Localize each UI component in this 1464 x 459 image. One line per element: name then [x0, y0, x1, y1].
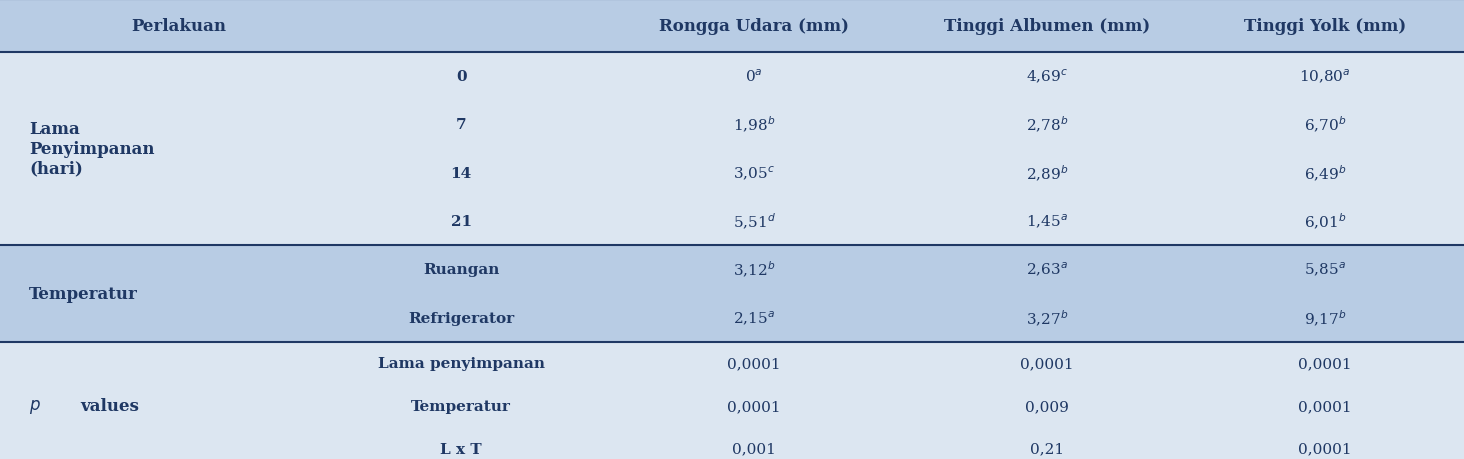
FancyBboxPatch shape	[0, 246, 1464, 294]
Text: 9,17$^{b}$: 9,17$^{b}$	[1304, 308, 1345, 328]
Text: Lama
Penyimpanan
(hari): Lama Penyimpanan (hari)	[29, 121, 155, 177]
Text: Temperatur: Temperatur	[411, 399, 511, 413]
FancyBboxPatch shape	[0, 101, 1464, 149]
Text: 6,49$^{b}$: 6,49$^{b}$	[1304, 163, 1345, 183]
Text: 0,0001: 0,0001	[1299, 442, 1351, 456]
FancyBboxPatch shape	[0, 427, 1464, 459]
Text: 0,0001: 0,0001	[1299, 356, 1351, 370]
Text: Temperatur: Temperatur	[29, 285, 138, 302]
Text: 6,01$^{b}$: 6,01$^{b}$	[1304, 212, 1345, 231]
Text: Ruangan: Ruangan	[423, 263, 499, 277]
FancyBboxPatch shape	[0, 342, 1464, 385]
Text: 2,89$^{b}$: 2,89$^{b}$	[1026, 163, 1067, 183]
Text: 7: 7	[455, 118, 467, 132]
Text: 5,51$^{d}$: 5,51$^{d}$	[732, 212, 776, 231]
Text: Tinggi Yolk (mm): Tinggi Yolk (mm)	[1244, 18, 1405, 35]
Text: 0,0001: 0,0001	[1299, 399, 1351, 413]
Text: 0,009: 0,009	[1025, 399, 1069, 413]
Text: 3,27$^{b}$: 3,27$^{b}$	[1026, 308, 1067, 328]
FancyBboxPatch shape	[0, 294, 1464, 342]
FancyBboxPatch shape	[0, 385, 1464, 427]
Text: 6,70$^{b}$: 6,70$^{b}$	[1304, 115, 1345, 135]
Text: 0,001: 0,001	[732, 442, 776, 456]
Text: 14: 14	[451, 166, 471, 180]
Text: Perlakuan: Perlakuan	[132, 18, 225, 35]
Text: 2,15$^{a}$: 2,15$^{a}$	[733, 309, 774, 327]
Text: 21: 21	[451, 214, 471, 229]
Text: 0,21: 0,21	[1029, 442, 1064, 456]
FancyBboxPatch shape	[0, 197, 1464, 246]
Text: L x T: L x T	[441, 442, 482, 456]
Text: 0,0001: 0,0001	[728, 356, 780, 370]
FancyBboxPatch shape	[0, 53, 1464, 101]
Text: 0,0001: 0,0001	[1020, 356, 1073, 370]
Text: 5,85$^{a}$: 5,85$^{a}$	[1304, 261, 1345, 279]
Text: 4,69$^{c}$: 4,69$^{c}$	[1026, 68, 1067, 86]
Text: 2,63$^{a}$: 2,63$^{a}$	[1026, 261, 1067, 279]
Text: values: values	[81, 397, 139, 414]
Text: Lama penyimpanan: Lama penyimpanan	[378, 356, 545, 370]
Text: 2,78$^{b}$: 2,78$^{b}$	[1026, 115, 1067, 135]
Text: 3,05$^{c}$: 3,05$^{c}$	[733, 164, 774, 182]
FancyBboxPatch shape	[0, 0, 1464, 53]
Text: 1,45$^{a}$: 1,45$^{a}$	[1026, 213, 1067, 230]
Text: 0,0001: 0,0001	[728, 399, 780, 413]
Text: Refrigerator: Refrigerator	[408, 311, 514, 325]
FancyBboxPatch shape	[0, 149, 1464, 197]
Text: 10,80$^{a}$: 10,80$^{a}$	[1299, 68, 1351, 86]
Text: 3,12$^{b}$: 3,12$^{b}$	[733, 260, 774, 280]
Text: Rongga Udara (mm): Rongga Udara (mm)	[659, 18, 849, 35]
Text: Tinggi Albumen (mm): Tinggi Albumen (mm)	[944, 18, 1149, 35]
Text: $p$: $p$	[29, 397, 41, 415]
Text: 0$^{a}$: 0$^{a}$	[745, 68, 763, 85]
Text: 0: 0	[455, 70, 467, 84]
Text: 1,98$^{b}$: 1,98$^{b}$	[733, 115, 774, 135]
